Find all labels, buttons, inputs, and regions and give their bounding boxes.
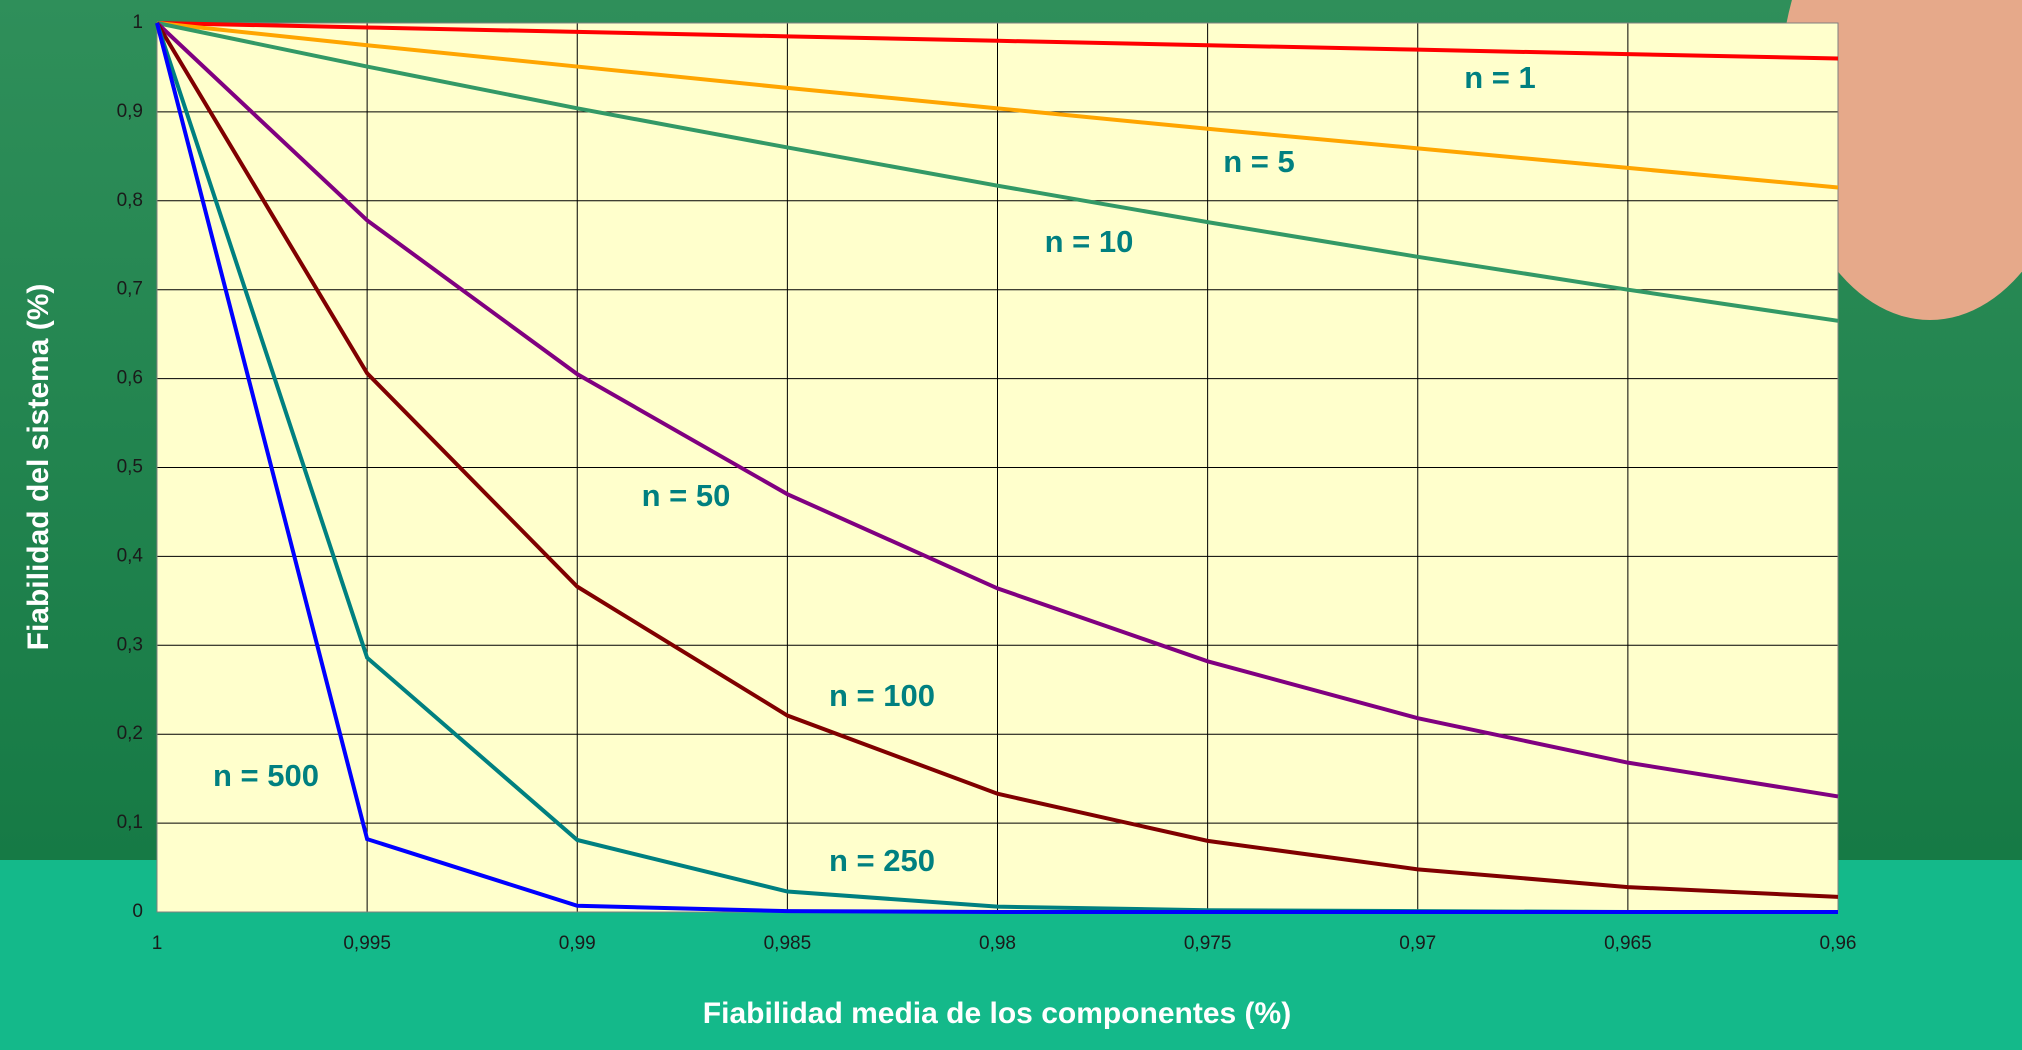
series-label: n = 50 [642,478,731,513]
y-tick-label: 0,7 [117,279,143,300]
series-line [156,21,1839,190]
x-tick-label: 0,975 [1184,933,1232,954]
y-tick-label: 1 [132,12,143,33]
y-tick-label: 0,4 [117,545,144,566]
x-tick-label: 0,97 [1399,933,1436,954]
series-line [155,21,1839,899]
x-axis-title: Fiabilidad media de los componentes (%) [703,997,1291,1030]
y-tick-label: 0,1 [117,812,143,833]
y-tick-label: 0,9 [117,101,143,122]
y-tick-label: 0,8 [117,190,143,211]
series-label: n = 250 [829,843,935,878]
y-axis-title: Fiabilidad del sistema (%) [22,284,55,651]
decoration [1780,0,2022,320]
x-tick-label: 0,98 [979,933,1016,954]
y-tick-label: 0 [132,901,143,922]
series-line [156,21,1839,61]
x-tick-label: 0,965 [1604,933,1652,954]
y-tick-label: 0,6 [117,368,143,389]
x-tick-label: 0,995 [343,933,391,954]
series-label: n = 5 [1223,144,1295,179]
series-label: n = 500 [213,758,319,793]
x-tick-label: 0,985 [764,933,812,954]
y-tick-label: 0,3 [117,634,143,655]
y-tick-label: 0,2 [117,723,143,744]
x-tick-label: 0,99 [559,933,596,954]
series-line [155,22,1838,914]
y-tick-label: 0,5 [117,457,143,478]
series-label: n = 100 [829,678,935,713]
x-tick-label: 0,96 [1820,933,1857,954]
x-tick-label: 1 [152,933,163,954]
series-line [156,21,1839,323]
series-label: n = 10 [1045,224,1134,259]
series-line [155,21,1839,799]
series-label: n = 1 [1464,60,1536,95]
